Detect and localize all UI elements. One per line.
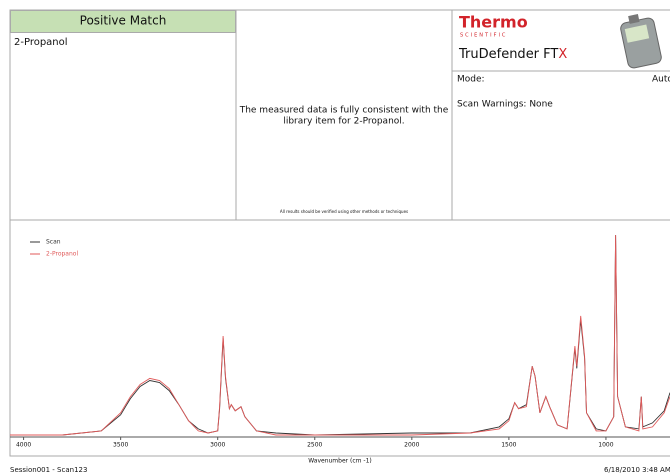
footer-right: 6/18/2010 3:48 AM [604,466,670,474]
legend-label: Scan [46,239,61,246]
product-name: TruDefender FT [458,47,558,62]
warnings: Scan Warnings: None [457,100,553,110]
x-tick-label: 3500 [113,442,128,449]
compound: 2-Propanol [14,37,68,48]
footer-left: Session001 - Scan123 [10,466,87,474]
match-header: Positive Match [80,14,167,28]
x-tick-label: 1000 [598,442,613,449]
report: Positive Match 2-Propanol The measured d… [0,0,670,476]
brand: Thermo [459,13,528,32]
product-suffix: X [558,47,567,62]
brand-sub: SCIENTIFIC [460,33,507,39]
mode-value: Auto [652,75,670,85]
disclaimer: All results should be verified using oth… [280,209,408,214]
mode-label: Mode: [457,75,485,85]
x-tick-label: 3000 [210,442,225,449]
message: The measured data is fully consistent wi… [239,106,449,116]
x-tick-label: 2000 [404,442,419,449]
x-tick-label: 2500 [307,442,322,449]
page: Positive Match 2-Propanol The measured d… [0,0,670,476]
message: library item for 2-Propanol. [283,117,404,127]
x-axis-label: Wavenumber (cm -1) [308,458,372,465]
x-tick-label: 1500 [501,442,516,449]
legend-label: 2-Propanol [46,251,78,258]
x-tick-label: 4000 [16,442,31,449]
product: TruDefender FTX [458,47,567,62]
